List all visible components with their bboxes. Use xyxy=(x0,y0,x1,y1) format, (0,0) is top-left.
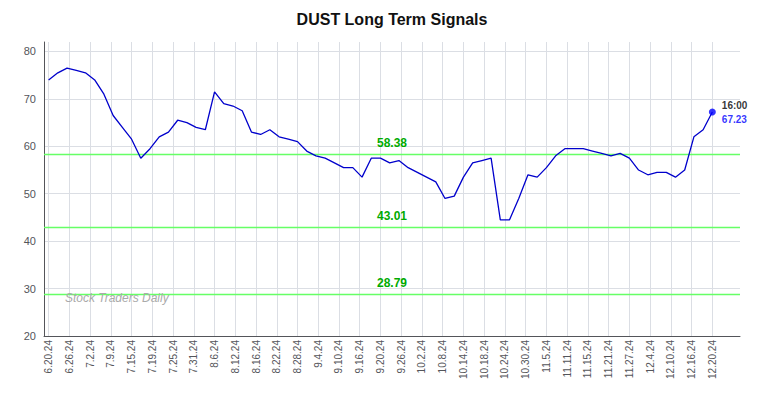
svg-text:10.8.24: 10.8.24 xyxy=(437,340,448,374)
svg-text:12.16.24: 12.16.24 xyxy=(686,340,697,379)
svg-text:9.20.24: 9.20.24 xyxy=(375,340,386,374)
svg-text:Stock Traders Daily: Stock Traders Daily xyxy=(65,291,170,305)
svg-text:43.01: 43.01 xyxy=(377,209,407,223)
svg-text:7.2.24: 7.2.24 xyxy=(85,340,96,368)
svg-text:80: 80 xyxy=(24,45,36,57)
svg-text:10.2.24: 10.2.24 xyxy=(416,340,427,374)
svg-text:9.10.24: 9.10.24 xyxy=(333,340,344,374)
svg-text:9.16.24: 9.16.24 xyxy=(354,340,365,374)
svg-text:11.15.24: 11.15.24 xyxy=(582,340,593,379)
svg-text:30: 30 xyxy=(24,283,36,295)
svg-text:50: 50 xyxy=(24,188,36,200)
svg-text:9.26.24: 9.26.24 xyxy=(396,340,407,374)
svg-text:7.15.24: 7.15.24 xyxy=(126,340,137,374)
svg-text:DUST Long Term Signals: DUST Long Term Signals xyxy=(297,11,488,28)
svg-text:7.19.24: 7.19.24 xyxy=(147,340,158,374)
svg-text:11.5.24: 11.5.24 xyxy=(541,340,552,373)
svg-text:8.22.24: 8.22.24 xyxy=(271,340,282,374)
svg-text:11.21.24: 11.21.24 xyxy=(603,340,614,379)
svg-text:11.27.24: 11.27.24 xyxy=(624,340,635,379)
svg-text:40: 40 xyxy=(24,235,36,247)
svg-text:9.4.24: 9.4.24 xyxy=(313,340,324,368)
svg-text:60: 60 xyxy=(24,140,36,152)
svg-text:7.9.24: 7.9.24 xyxy=(105,340,116,368)
svg-text:8.12.24: 8.12.24 xyxy=(230,340,241,374)
svg-text:8.28.24: 8.28.24 xyxy=(292,340,303,374)
svg-text:16:00: 16:00 xyxy=(722,100,748,111)
svg-text:12.10.24: 12.10.24 xyxy=(665,340,676,379)
svg-text:7.31.24: 7.31.24 xyxy=(188,340,199,374)
svg-text:10.14.24: 10.14.24 xyxy=(458,340,469,379)
svg-text:6.26.24: 6.26.24 xyxy=(64,340,75,374)
svg-text:6.20.24: 6.20.24 xyxy=(43,340,54,374)
svg-text:11.11.24: 11.11.24 xyxy=(562,340,573,378)
svg-text:10.24.24: 10.24.24 xyxy=(499,340,510,379)
svg-text:8.16.24: 8.16.24 xyxy=(251,340,262,374)
svg-text:10.18.24: 10.18.24 xyxy=(479,340,490,379)
svg-text:58.38: 58.38 xyxy=(377,136,407,150)
svg-text:10.30.24: 10.30.24 xyxy=(520,340,531,379)
svg-text:28.79: 28.79 xyxy=(377,276,407,290)
svg-text:70: 70 xyxy=(24,93,36,105)
svg-text:7.25.24: 7.25.24 xyxy=(168,340,179,374)
svg-text:12.4.24: 12.4.24 xyxy=(645,340,656,374)
svg-text:20: 20 xyxy=(24,330,36,342)
svg-text:12.20.24: 12.20.24 xyxy=(707,340,718,379)
svg-text:67.23: 67.23 xyxy=(722,114,747,125)
svg-text:8.6.24: 8.6.24 xyxy=(209,340,220,368)
